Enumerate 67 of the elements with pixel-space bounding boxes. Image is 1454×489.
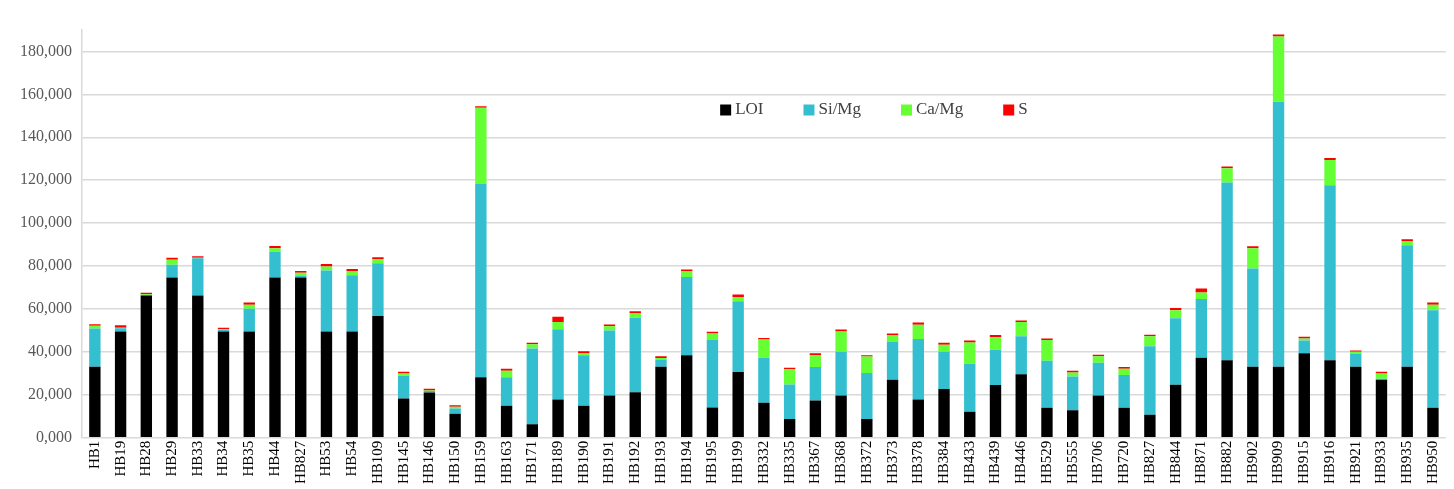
y-tick-label: 180,000: [20, 41, 72, 59]
x-tick-label: HB33: [188, 440, 205, 477]
x-tick-label: HB827: [1140, 440, 1157, 485]
y-tick-label: 40,000: [28, 342, 72, 360]
x-tick-label: HB194: [677, 440, 694, 485]
x-tick-label: HB555: [1063, 440, 1080, 485]
y-tick-label: 160,000: [20, 84, 72, 102]
x-tick-label: HB378: [909, 440, 926, 485]
x-tick-label: HB163: [497, 440, 514, 485]
x-tick-label: HB372: [857, 440, 874, 485]
x-tick-label: HB916: [1320, 440, 1337, 485]
x-tick-label: HB373: [883, 440, 900, 485]
x-tick-label: HB54: [343, 440, 360, 477]
x-tick-label: HB844: [1166, 440, 1183, 485]
x-tick-label: HB332: [754, 440, 771, 485]
x-tick-label: HB28: [137, 440, 154, 477]
x-tick-label: HB19: [111, 440, 128, 477]
x-tick-label: HB29: [163, 440, 179, 477]
x-tick-label: HB909: [1269, 440, 1286, 485]
x-tick-label: HB720: [1115, 440, 1132, 485]
legend-label: S: [1018, 99, 1028, 119]
y-tick-label: 0,000: [36, 427, 72, 445]
x-tick-label: HB529: [1037, 440, 1054, 485]
x-tick-label: HB827: [291, 440, 308, 485]
y-tick-label: 20,000: [28, 384, 72, 402]
x-tick-label: HB446: [1012, 440, 1029, 485]
x-tick-label: HB706: [1089, 440, 1106, 485]
x-tick-label: HB935: [1398, 440, 1415, 485]
x-tick-label: HB150: [446, 440, 463, 485]
legend-label: Si/Mg: [818, 99, 862, 119]
x-tick-label: HB192: [626, 440, 643, 485]
x-tick-label: HB146: [420, 440, 437, 485]
x-tick-label: HB384: [934, 440, 951, 485]
x-tick-label: HB335: [780, 440, 797, 485]
x-tick-label: HB195: [703, 440, 720, 485]
x-tick-label: HB44: [265, 440, 282, 477]
x-tick-label: HB35: [240, 440, 257, 477]
x-tick-label: HB34: [214, 440, 231, 477]
y-tick-label: 100,000: [20, 213, 72, 231]
y-tick-label: 60,000: [28, 299, 72, 317]
x-tick-label: HB1: [85, 440, 102, 470]
x-tick-label: HB871: [1192, 440, 1209, 485]
x-tick-label: HB439: [986, 440, 1003, 485]
y-tick-label: 120,000: [20, 170, 72, 188]
x-tick-label: HB902: [1243, 440, 1260, 485]
x-tick-label: HB882: [1218, 440, 1235, 485]
x-tick-label: HB367: [806, 440, 823, 485]
legend-label: Ca/Mg: [915, 99, 964, 119]
legend-label: LOI: [735, 99, 764, 119]
x-tick-label: HB145: [394, 440, 411, 485]
x-tick-label: HB433: [960, 440, 977, 485]
x-tick-label: HB53: [317, 440, 334, 477]
x-tick-label: HB109: [368, 440, 385, 485]
x-tick-label: HB159: [471, 440, 488, 485]
x-tick-label: HB190: [574, 440, 591, 485]
x-tick-label: HB915: [1295, 440, 1312, 485]
x-tick-label: HB933: [1372, 440, 1389, 485]
x-tick-label: HB950: [1423, 440, 1440, 485]
x-tick-label: HB921: [1346, 440, 1363, 485]
x-tick-label: HB191: [600, 440, 617, 485]
x-tick-label: HB193: [651, 440, 668, 485]
x-tick-label: HB199: [729, 440, 746, 485]
y-tick-label: 140,000: [20, 127, 72, 145]
x-tick-label: HB189: [548, 440, 565, 485]
x-tick-label: HB171: [523, 440, 540, 485]
y-tick-label: 80,000: [28, 256, 72, 274]
x-tick-label: HB368: [832, 440, 849, 485]
